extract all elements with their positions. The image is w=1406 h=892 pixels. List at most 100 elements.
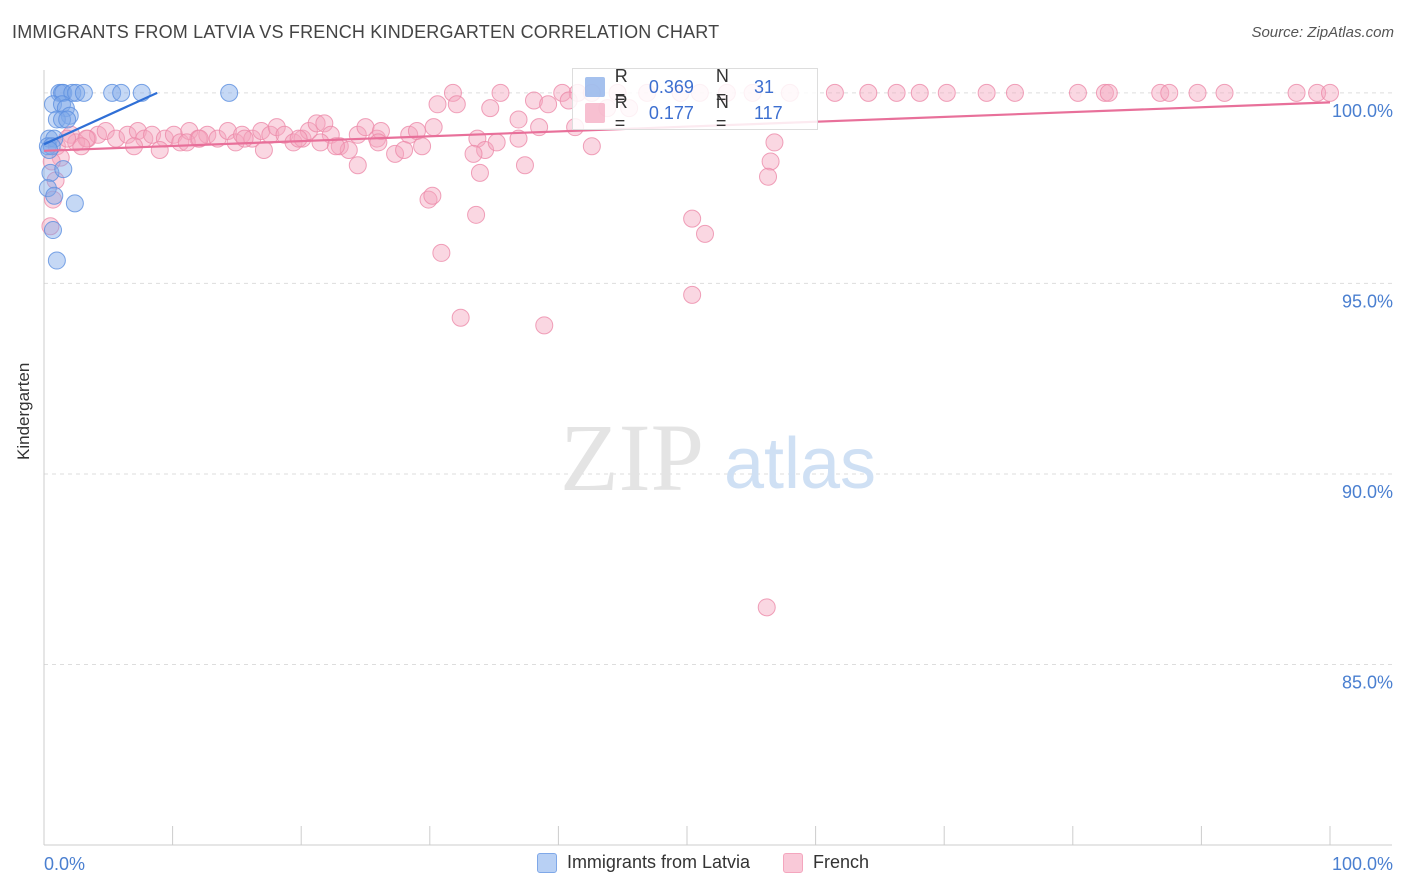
point-french [1005,83,1024,102]
legend-label-french: French [813,852,870,872]
watermark-atlas: atlas [724,424,876,504]
point-french [330,137,349,156]
legend-label-latvia: Immigrants from Latvia [566,852,750,872]
y-tick-label: 90.0% [1342,482,1393,502]
point-french [859,83,878,102]
point-french [491,83,510,102]
point-french [208,129,227,148]
point-french [451,308,470,327]
point-french [683,285,702,304]
point-french [424,118,443,137]
point-french [1068,83,1087,102]
point-french [254,141,273,160]
stats-swatch-french [585,103,605,123]
point-latvia [44,221,63,240]
stats-box: R = 0.369 N = 31 R = 0.177 N = 117 [572,66,818,133]
legend-swatch-latvia [536,852,557,873]
point-french [467,205,486,224]
point-french [937,83,956,102]
r-label: R = [614,66,628,107]
point-latvia [53,110,72,129]
data-points [38,83,1339,617]
point-french [765,133,784,152]
point-french [1188,83,1207,102]
point-french [1321,83,1339,102]
point-french [487,133,506,152]
point-latvia [38,179,57,198]
point-latvia [220,83,239,102]
r-value-french: 0.177 [648,102,694,123]
point-french [432,243,451,262]
point-french [311,133,330,152]
trend-line-latvia [43,91,158,146]
point-french [481,99,500,118]
point-french [470,163,489,182]
grid-lines [44,92,1392,666]
point-french [509,129,528,148]
watermark: ZIP atlas [560,404,876,511]
point-french [356,118,375,137]
point-french [299,121,318,140]
point-french [267,118,286,137]
point-french [423,186,442,205]
point-french [1151,83,1170,102]
point-french [683,209,702,228]
y-axis-label: Kindergarten [14,362,33,460]
point-french [443,83,462,102]
point-french [348,156,367,175]
y-tick-label: 95.0% [1342,291,1393,311]
point-french [910,83,929,102]
tick-labels: 100.0% 95.0% 90.0% 85.0% 0.0% 100.0% [44,101,1393,874]
point-latvia [67,83,86,102]
point-french [1099,83,1118,102]
point-french [96,121,115,140]
point-french [371,121,390,140]
point-latvia [65,194,84,213]
point-latvia [54,83,73,102]
point-latvia [45,186,64,205]
point-french [1215,83,1234,102]
legend-swatch-french [783,852,804,873]
watermark-zip: ZIP [560,404,704,511]
source-label: Source: ZipAtlas.com [1251,24,1394,41]
point-french [326,137,345,156]
stats-row-french: R = 0.177 N = 117 [585,92,817,133]
point-french [447,95,466,114]
point-french [289,129,308,148]
point-french [977,83,996,102]
point-french [1308,83,1327,102]
point-french [413,137,432,156]
point-french [307,114,326,133]
point-french [825,83,844,102]
point-french [428,95,447,114]
point-french [582,137,601,156]
point-latvia [112,83,131,102]
r-label: R = [614,92,628,133]
point-french [887,83,906,102]
point-latvia [54,160,73,179]
point-french [118,125,137,144]
point-french [180,121,199,140]
point-french [696,224,715,243]
point-french [515,156,534,175]
n-label: N = [715,92,729,133]
point-latvia [47,251,66,270]
point-french [1095,83,1114,102]
point-french [524,91,543,110]
point-latvia [47,110,66,129]
point-french [315,114,334,133]
point-french [539,95,558,114]
point-french [509,110,528,129]
legend: Immigrants from Latvia French [0,852,1406,878]
legend-item-latvia[interactable]: Immigrants from Latvia [536,852,750,873]
n-value-latvia: 31 [753,76,774,97]
legend-item-french[interactable]: French [783,852,869,873]
point-french [553,83,572,102]
point-latvia [58,110,77,129]
point-french [761,152,780,171]
point-french [1287,83,1306,102]
stats-row-latvia: R = 0.369 N = 31 [585,66,817,107]
point-french [535,316,554,335]
point-french [759,167,778,186]
